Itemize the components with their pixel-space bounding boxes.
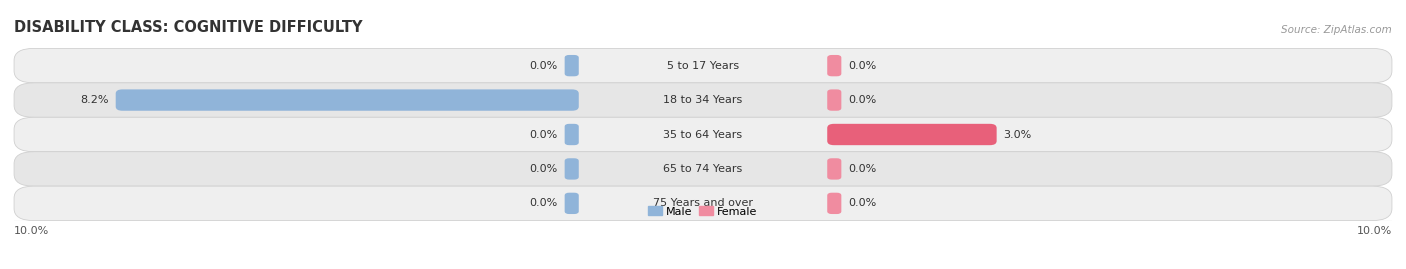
- Text: 5 to 17 Years: 5 to 17 Years: [666, 61, 740, 71]
- Text: 0.0%: 0.0%: [848, 95, 876, 105]
- Text: 0.0%: 0.0%: [530, 198, 558, 208]
- FancyBboxPatch shape: [827, 89, 841, 111]
- FancyBboxPatch shape: [14, 117, 1392, 152]
- Text: 10.0%: 10.0%: [14, 226, 49, 236]
- Text: 3.0%: 3.0%: [1004, 129, 1032, 140]
- Legend: Male, Female: Male, Female: [648, 207, 758, 217]
- FancyBboxPatch shape: [14, 152, 1392, 186]
- Text: 75 Years and over: 75 Years and over: [652, 198, 754, 208]
- FancyBboxPatch shape: [827, 55, 841, 76]
- Text: Source: ZipAtlas.com: Source: ZipAtlas.com: [1281, 25, 1392, 35]
- Text: 10.0%: 10.0%: [1357, 226, 1392, 236]
- Text: 0.0%: 0.0%: [848, 198, 876, 208]
- FancyBboxPatch shape: [827, 158, 841, 180]
- Text: DISABILITY CLASS: COGNITIVE DIFFICULTY: DISABILITY CLASS: COGNITIVE DIFFICULTY: [14, 20, 363, 35]
- FancyBboxPatch shape: [827, 193, 841, 214]
- Text: 0.0%: 0.0%: [530, 129, 558, 140]
- Text: 0.0%: 0.0%: [848, 164, 876, 174]
- FancyBboxPatch shape: [827, 124, 997, 145]
- FancyBboxPatch shape: [565, 124, 579, 145]
- FancyBboxPatch shape: [565, 158, 579, 180]
- Text: 35 to 64 Years: 35 to 64 Years: [664, 129, 742, 140]
- FancyBboxPatch shape: [14, 83, 1392, 117]
- Text: 18 to 34 Years: 18 to 34 Years: [664, 95, 742, 105]
- Text: 0.0%: 0.0%: [848, 61, 876, 71]
- Text: 0.0%: 0.0%: [530, 61, 558, 71]
- FancyBboxPatch shape: [115, 89, 579, 111]
- FancyBboxPatch shape: [14, 48, 1392, 83]
- FancyBboxPatch shape: [565, 193, 579, 214]
- FancyBboxPatch shape: [565, 55, 579, 76]
- Text: 8.2%: 8.2%: [80, 95, 108, 105]
- Text: 65 to 74 Years: 65 to 74 Years: [664, 164, 742, 174]
- FancyBboxPatch shape: [14, 186, 1392, 221]
- Text: 0.0%: 0.0%: [530, 164, 558, 174]
